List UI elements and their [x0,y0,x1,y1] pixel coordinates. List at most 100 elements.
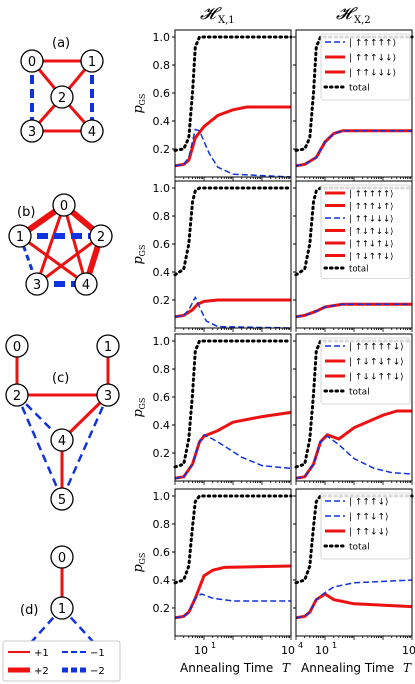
legend-label: | ↑↑↓↓↓⟩ [349,215,394,225]
node: 4 [74,272,98,296]
y-tick-label: 0.2 [153,447,171,460]
y-axis-label-main: p [131,105,146,114]
series-line-black-dotted [173,494,293,585]
y-axis-label-sub: GS [138,94,147,106]
y-tick-label: 0.2 [153,294,171,307]
node-label: 0 [28,55,36,70]
graph-label: (a) [52,36,70,51]
series-line-blue-dashed [295,130,412,167]
node-label: 1 [16,230,24,245]
legend-box [320,492,411,560]
column-header-2: 𝓗 X,2 [336,4,371,26]
legend-label: +1 [34,648,49,659]
legend-label: total [349,388,370,398]
edge-0-4 [62,204,88,285]
x-tick-base: 10 [281,644,295,657]
legend-label: −1 [90,648,105,659]
y-axis-label: pGS [131,245,147,265]
series-line-blue-dashed [295,435,413,479]
node: 3 [20,119,44,143]
y-tick-label: 0.8 [153,210,171,223]
y-axis-label: pGS [131,94,147,114]
legend-box [320,337,411,405]
graph-label: (d) [20,603,38,618]
series-line-blue-dashed [174,296,292,329]
x-axis-label-var: T [282,661,291,675]
chart-panel: 0.2 0.4 0.6 0.8 1.0 pGS [131,180,293,332]
edge-0-3 [35,204,66,285]
graph-b: (b) 0 1 2 3 4 [8,193,113,296]
y-axis-label-sub: GS [138,245,147,257]
legend-label: | ↑↓↓↑↑↓⟩ [349,373,404,383]
series-line-red-solid [174,298,291,319]
graph-label: (c) [52,371,69,386]
legend-label: | ↑↑↑↑↑↓⟩ [349,343,404,353]
node: 0 [20,49,44,73]
node: 2 [5,383,29,407]
chart-panel: | ↑↑↑↑↑⟩ | ↑↑↑↓↓⟩ | ↑↑↓↓↓⟩ total [293,29,414,181]
legend: | ↑↑↑↑↑⟩ | ↑↑↑↓↓⟩ | ↑↑↓↓↓⟩ total [320,33,411,101]
x-tick-label: 10 1 [315,641,337,657]
series-line-black-dotted [173,339,293,469]
y-tick-label: 0.8 [153,518,171,531]
node: 4 [50,428,74,452]
node: 1 [50,596,74,620]
node: 5 [50,487,74,511]
chart-panel: | ↑↑↑↑↑⟩ | ↑↑↑↓↑⟩ | ↑↑↓↓↓⟩ | ↑↓↑↓↓⟩ | ↑↑↓↑↓⟩… [293,180,414,332]
legend-label: +2 [34,666,49,677]
x-tick-exponent: 1 [332,641,337,650]
y-axis-label-main: p [131,409,146,418]
x-axis-label: Annealing Time T [180,661,291,675]
y-tick-label: 0.2 [153,602,171,615]
graph-c: (c) 0 1 2 3 4 5 [5,334,120,511]
y-tick-label: 1.0 [153,182,171,195]
edge-weight-legend: +1 +2 −1 −2 [2,640,121,682]
legend-label: | ↑↓↑↑↓⟩ [349,252,394,262]
y-tick-label: 1.0 [153,31,171,44]
legend-label: | ↑↑↑↑↑⟩ [349,39,396,49]
node: 3 [25,272,49,296]
node: 2 [89,224,113,248]
legend-label: | ↑↑↓↑↓⟩ [349,240,394,250]
node-label: 4 [88,125,96,140]
node: 3 [96,383,120,407]
series-line-blue-dashed [295,303,412,318]
x-tick-label: 104 [402,644,415,657]
y-tick-label: 0.6 [153,238,171,251]
x-tick-label: 10 1 [194,641,216,657]
y-tick-label: 1.0 [153,335,171,348]
legend: | ↑↑↑↑↑↓⟩ | ↑↓↑↓↑↓⟩ | ↑↓↓↑↑↓⟩ total [320,337,411,405]
node-label: 1 [104,340,112,355]
series-line-red-solid [174,105,291,168]
legend-label: | ↑↑↓↓⟩ [349,528,389,538]
plot-frame [174,488,292,637]
legend-label: | ↑↑↓↓↓⟩ [349,69,396,79]
node: 1 [96,334,120,358]
node: 4 [80,119,104,143]
node-label: 2 [13,389,21,404]
series-line-black-dotted [294,35,414,152]
x-axis-label-text: Annealing Time [301,661,394,675]
x-tick-base: 10 [194,644,208,657]
series-line-black-dotted [294,186,414,277]
node-label: 0 [13,340,21,355]
y-axis-label-sub: GS [138,398,147,410]
graph-label: (b) [17,205,35,220]
x-axis-label-var: T [403,661,412,675]
y-axis-label-sub: GS [138,553,147,565]
y-tick-label: 0.4 [153,115,171,128]
y-tick-label: 0.6 [153,391,171,404]
node-label: 2 [97,230,105,245]
legend-label: −2 [90,666,105,677]
node-label: 3 [104,389,112,404]
node: 0 [50,545,74,569]
legend: | ↑↑↑↑↑⟩ | ↑↑↑↓↑⟩ | ↑↑↓↓↓⟩ | ↑↓↑↓↓⟩ | ↑↑↓↑↓⟩… [320,184,411,279]
legend-label: | ↑↑↑↓↓⟩ [349,54,396,64]
node: 1 [80,49,104,73]
node-label: 2 [58,91,66,106]
